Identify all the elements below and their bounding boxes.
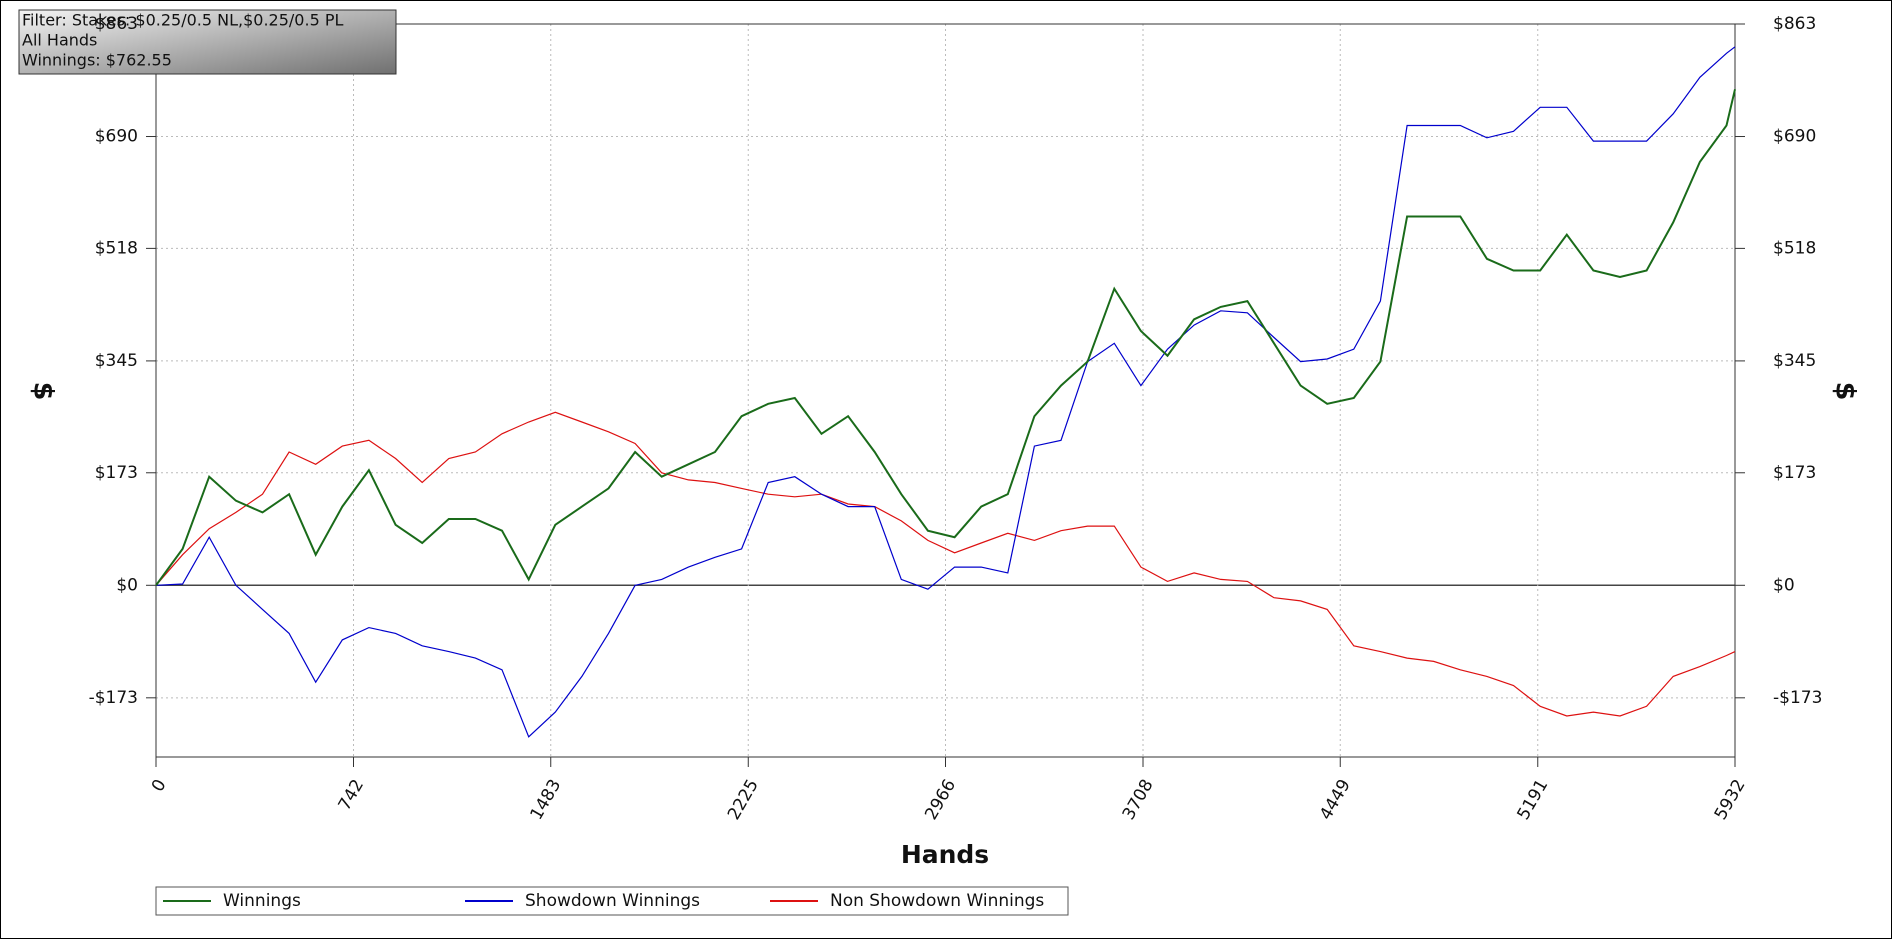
legend-label: Showdown Winnings: [525, 891, 700, 911]
y2-axis-label: $: [1830, 382, 1861, 401]
legend: [155, 886, 1069, 916]
series-line: [155, 411, 1736, 717]
y2-tick-label: $173: [1773, 463, 1816, 483]
y2-tick-label: $0: [1773, 575, 1795, 595]
plot-border: [155, 23, 1736, 758]
series-line: [155, 89, 1736, 586]
legend-label: Non Showdown Winnings: [830, 891, 1044, 911]
info-line: Winnings: $762.55: [22, 51, 172, 70]
y2-tick-label: $345: [1773, 351, 1816, 371]
x-axis-label: Hands: [901, 840, 989, 869]
info-line: All Hands: [22, 31, 97, 50]
info-line: Filter: Stakes: $0.25/0.5 NL,$0.25/0.5 P…: [22, 11, 343, 30]
y-tick-label: $518: [95, 238, 138, 258]
y-tick-label: $0: [116, 575, 138, 595]
y-tick-label: $345: [95, 351, 138, 371]
y2-tick-label: -$173: [1773, 688, 1822, 708]
y2-tick-label: $863: [1773, 14, 1816, 34]
plot-area: [146, 23, 1745, 767]
y-tick-label: $863: [95, 14, 138, 34]
y2-tick-label: $690: [1773, 127, 1816, 147]
info-box: [18, 9, 397, 75]
y-tick-label: $690: [95, 127, 138, 147]
series-line: [155, 46, 1736, 738]
y2-tick-label: $518: [1773, 238, 1816, 258]
y-tick-label: $173: [95, 463, 138, 483]
y-tick-label: -$173: [89, 688, 138, 708]
legend-label: Winnings: [223, 891, 301, 911]
y-axis-label: $: [28, 382, 59, 401]
